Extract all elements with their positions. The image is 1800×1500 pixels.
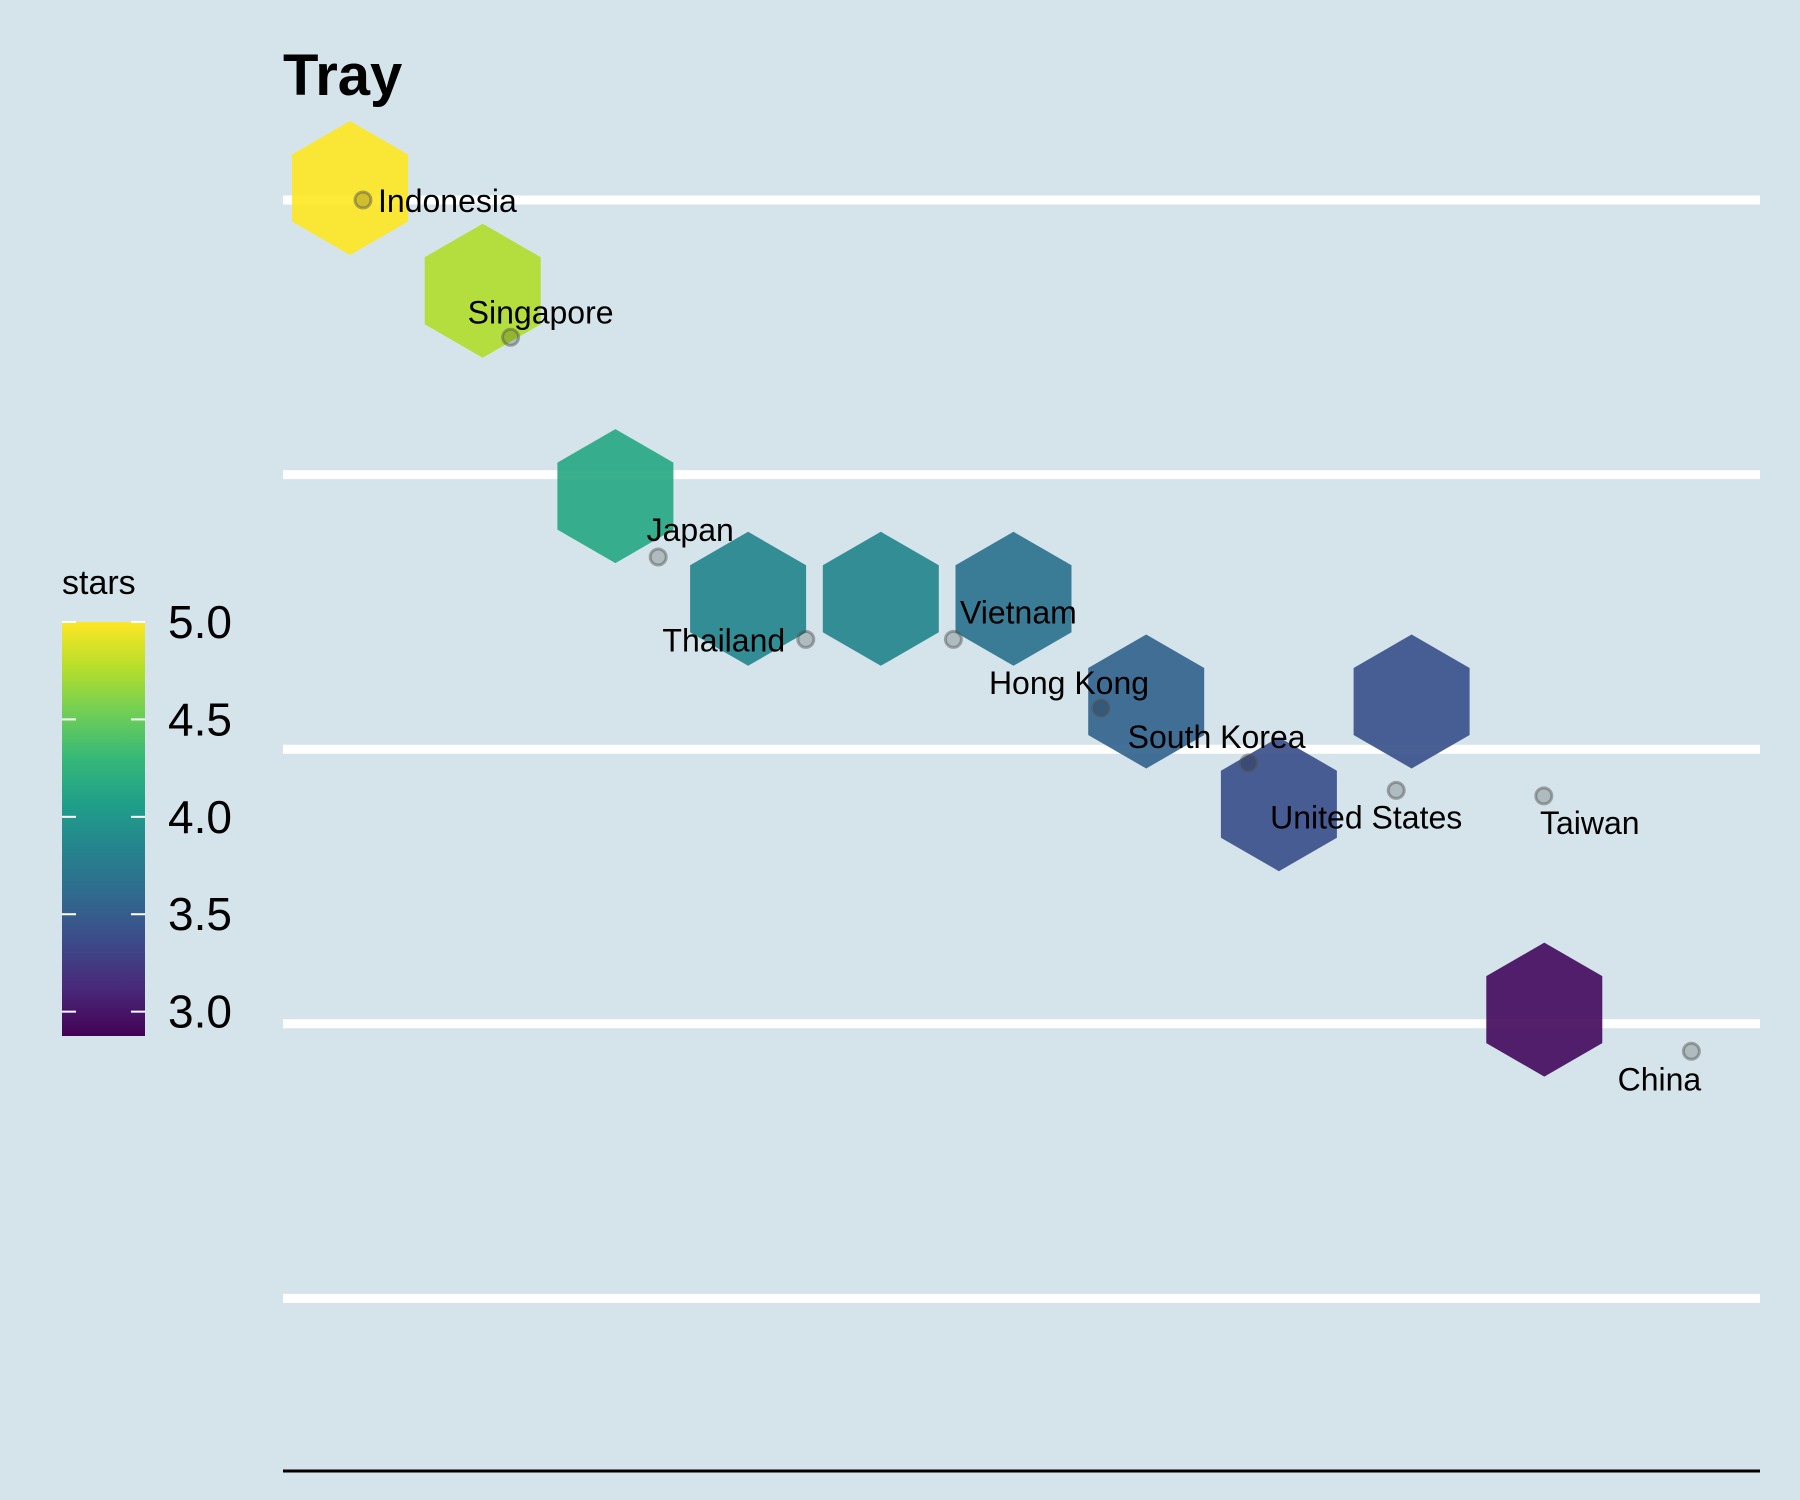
data-point [1386, 780, 1406, 800]
data-point [796, 629, 816, 649]
point-label: Indonesia [378, 183, 517, 219]
point-label: Vietnam [960, 594, 1077, 630]
data-point [648, 547, 668, 567]
legend-title: stars [62, 564, 136, 602]
hexagon-mark [292, 121, 408, 255]
data-point [1239, 753, 1259, 773]
hexagon-mark [1353, 634, 1470, 769]
point-layer [353, 190, 1701, 1061]
data-point [1681, 1041, 1701, 1061]
hexagon-mark [955, 531, 1072, 666]
legend: stars 5.0 4.5 4.0 3.5 3.0 [62, 564, 232, 1038]
chart-title: Tray [283, 43, 402, 108]
gridlines [283, 195, 1760, 1303]
hexagon-layer [292, 121, 1603, 1077]
hexagon-mark [557, 429, 674, 564]
point-label: Hong Kong [989, 665, 1149, 701]
point-label: Singapore [468, 294, 614, 330]
legend-ticks: 5.0 4.5 4.0 3.5 3.0 [62, 596, 232, 1038]
hexagon-mark [1220, 737, 1337, 872]
point-label: United States [1270, 799, 1462, 835]
legend-tick-label: 4.0 [168, 791, 232, 843]
hexagon-mark [424, 223, 541, 358]
hexagon-mark [1486, 942, 1603, 1077]
data-point [353, 190, 373, 210]
point-label: China [1618, 1061, 1702, 1097]
data-point [1534, 786, 1554, 806]
label-layer: Indonesia Singapore Japan Thailand Vietnam Ho… [378, 183, 1701, 1097]
hexagon-mark [822, 531, 939, 666]
data-point [501, 327, 521, 347]
point-label: Thailand [662, 622, 785, 658]
legend-tick-label: 5.0 [168, 596, 232, 648]
point-label: Taiwan [1540, 805, 1640, 841]
legend-tick-label: 3.0 [168, 986, 232, 1038]
hexagon-mark [1088, 634, 1205, 769]
legend-colorbar [62, 622, 145, 1036]
legend-tick-label: 4.5 [168, 693, 232, 745]
legend-tick-label: 3.5 [168, 888, 232, 940]
data-point [943, 629, 963, 649]
point-label: South Korea [1128, 719, 1306, 755]
hexagon-mark [690, 531, 807, 666]
data-point [1091, 698, 1111, 718]
point-label: Japan [647, 512, 734, 548]
